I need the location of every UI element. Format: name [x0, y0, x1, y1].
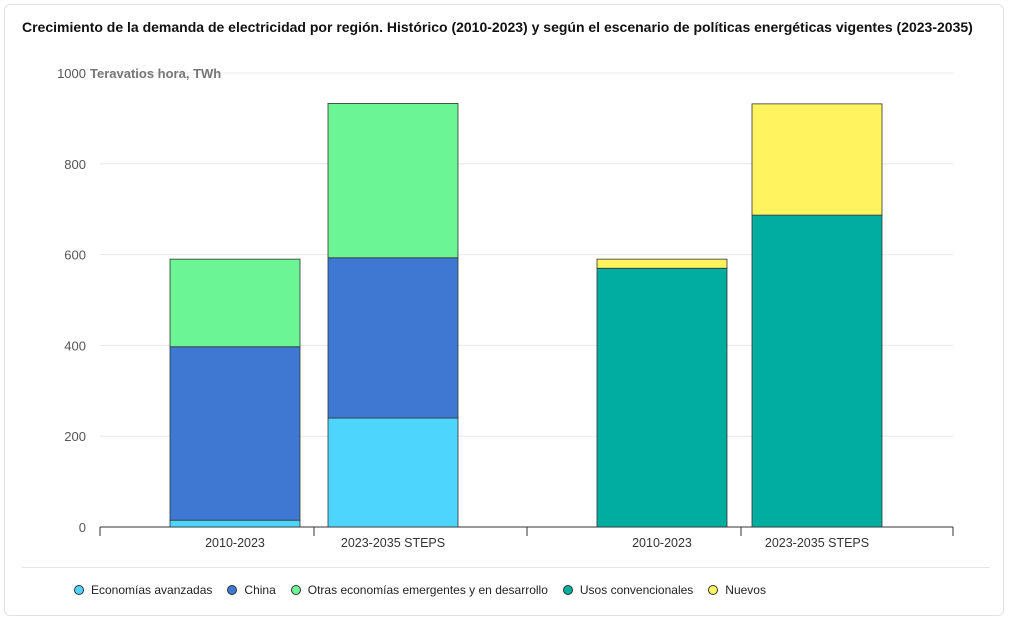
bar-segment: [751, 214, 883, 528]
legend-item: Otras economías emergentes y en desarrol…: [290, 583, 548, 597]
bar-segment: [169, 519, 301, 528]
legend-label: China: [244, 583, 276, 597]
y-axis-label: Teravatios hora, TWh: [90, 66, 221, 81]
legend-item: Usos convencionales: [562, 583, 694, 597]
y-tick-label: 600: [64, 248, 86, 263]
legend-swatch-icon: [290, 585, 301, 595]
bar-segment: [596, 267, 728, 528]
legend-swatch-icon: [74, 585, 84, 595]
x-tick-label: 2023-2035 STEPS: [341, 536, 445, 550]
bar-segment: [169, 346, 301, 521]
legend-label: Usos convencionales: [579, 583, 694, 597]
legend-label: Otras economías emergentes y en desarrol…: [307, 583, 548, 597]
y-tick-label: 200: [64, 429, 86, 444]
x-tick-label: 2010-2023: [205, 536, 265, 550]
bar-segment: [751, 103, 883, 216]
legend-swatch-icon: [227, 585, 238, 595]
legend: Economías avanzadas China Otras economías …: [74, 583, 781, 597]
y-tick-label: 800: [64, 157, 86, 172]
legend-swatch-icon: [562, 585, 573, 595]
legend-separator: [22, 567, 990, 568]
bar-segment: [596, 258, 728, 269]
bar-segment: [327, 257, 459, 419]
legend-item: Economías avanzadas: [74, 583, 212, 597]
x-tick-label: 2023-2035 STEPS: [765, 536, 869, 550]
legend-swatch-icon: [708, 585, 719, 595]
y-tick-label: 1000: [57, 66, 86, 81]
chart-title: Crecimiento de la demanda de electricida…: [22, 19, 973, 35]
bar-segment: [327, 103, 459, 259]
bar-segment: [327, 417, 459, 528]
legend-item: China: [227, 583, 276, 597]
legend-label: Nuevos: [725, 583, 766, 597]
bar-segment: [169, 258, 301, 348]
y-tick-label: 400: [64, 338, 86, 353]
legend-item: Nuevos: [708, 583, 766, 597]
y-tick-label: 0: [79, 520, 86, 535]
legend-label: Economías avanzadas: [91, 583, 213, 597]
x-tick-label: 2010-2023: [632, 536, 692, 550]
